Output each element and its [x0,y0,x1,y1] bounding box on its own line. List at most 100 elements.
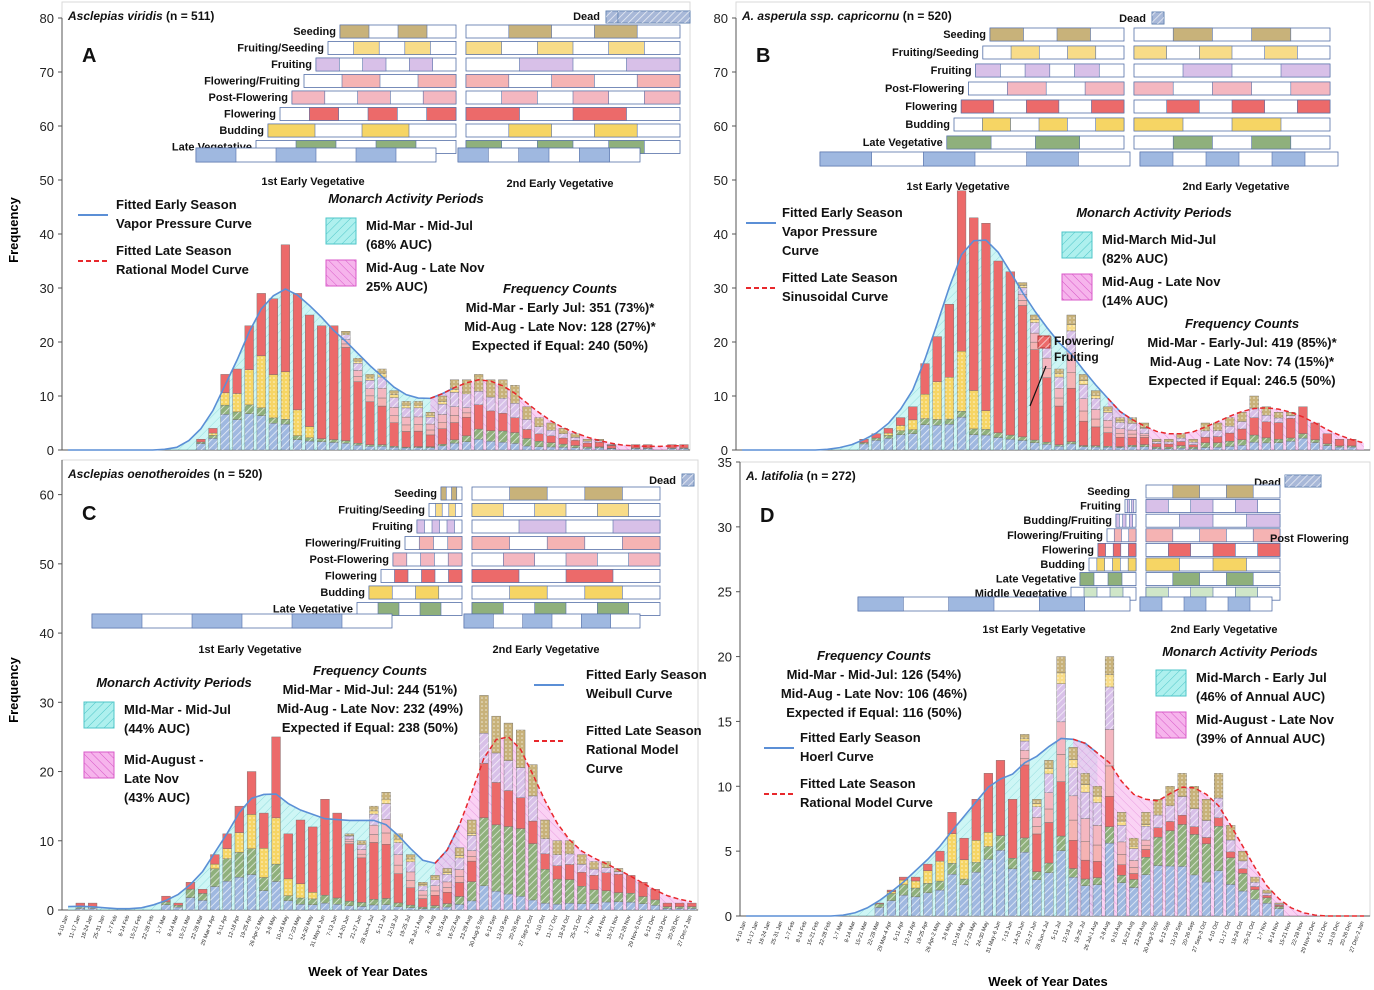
phenology-segment-fruiting [1280,63,1331,78]
bar-segment-hatch [540,903,550,910]
phenology-segment-seeding [1251,27,1292,42]
x-tick-label: 2-8 Aug [425,915,437,935]
bar-segment-hatch [1310,442,1320,450]
early-veg-segment [195,147,237,163]
bar-segment-flowering [510,417,520,433]
bar-segment-flowering [1091,426,1101,447]
bar-week-51 [679,444,689,451]
bar-segment-hatch [491,824,501,892]
phenology-row-label: Fruiting/Seeding [892,47,979,59]
bar-segment-post_flowering [381,819,391,834]
bar-segment-hatch [1274,442,1283,450]
bar-segment-dots [425,415,435,418]
bar-segment-hatch [296,904,305,910]
bar-segment-flowering [546,435,556,443]
bar-segment-hatch [650,905,660,910]
phenology-segment-flowering_fruiting [1252,528,1281,543]
dead-box-hatch [1285,475,1321,487]
bar-segment-hatch [1262,903,1272,916]
bar-segment-post_flowering [1092,825,1102,846]
activity-late-label: Late Nov [124,771,180,786]
bar-segment-hatch [1032,806,1042,818]
bar-segment-hatch [1322,445,1332,450]
phenology-segment-fruiting [1115,513,1120,528]
bar-segment-flowering [675,902,685,907]
species-name: A. asperula ssp. capricornu [741,9,900,23]
bar-segment-flowering [528,820,538,844]
bar-segment-hatch [413,446,423,448]
frequency-count-line: Expected if Equal: 240 (50%) [472,338,648,353]
bar-segment-dots [406,858,415,862]
bar-segment-post_flowering [1068,795,1078,821]
x-tick-label: 5-11 Apr [216,914,229,935]
bar-segment-hatch [1165,865,1175,916]
phenology-segment-post_flowering [1133,81,1174,96]
bar-segment-hatch [1262,893,1272,896]
bar-segment-hatch [357,906,367,910]
phenology-row-label: Budding/Fruiting [1023,515,1112,527]
phenology-segment-fruiting_seeding [597,503,629,517]
bar-segment-post_flowering [467,850,477,857]
bar-segment-dots [401,405,411,408]
bar-segment-dots [1238,851,1248,861]
bar-week-1 [75,902,85,911]
late-season-curve [434,736,693,903]
bar-segment-dots [1176,433,1186,439]
bar-segment-hatch [1079,445,1088,447]
bar-segment-flowering [430,895,440,906]
phenology-segment-post_flowering [565,552,598,567]
bar-week-24 [1032,799,1042,917]
bar-segment-hatch [1079,384,1088,399]
phenology-segment-post_flowering [422,90,457,105]
bar-segment-post_flowering [1127,429,1137,435]
phenology-segment-fruiting [975,63,1001,78]
phenology-segment-flowering [565,569,614,583]
bar-segment-flowering [552,865,562,880]
bar-segment-hatch [1129,887,1139,916]
bar-week-45 [613,868,624,911]
bar-segment-flowering [1225,432,1235,442]
x-tick-label: 3-9 May [941,920,954,941]
bar-segment-dots [1188,439,1198,443]
bar-week-15 [246,771,257,911]
bar-segment-hatch [442,903,452,907]
phenology-segment-seeding [594,24,638,39]
bar-week-21 [320,799,330,911]
bar-segment-dots [959,859,969,880]
bar-segment-hatch [1213,447,1222,450]
phenology-segment-fruiting [1145,499,1169,513]
bar-week-16 [259,812,269,911]
bar-segment-hatch [281,424,290,450]
bar-segment-flowering [308,826,318,893]
bar-segment-dots [491,716,501,753]
bar-segment-dots [377,369,387,374]
bar-week-40 [552,840,562,911]
bar-segment-post_flowering [1139,433,1150,436]
bar-segment-flowering [956,190,967,352]
bar-segment-flowering_fruiting [462,412,472,418]
y-tick-label: 15 [718,714,732,729]
bar-segment-hatch [196,442,206,444]
bar-segment-hatch [1237,445,1247,450]
bar-segment-hatch [1201,430,1210,438]
bar-segment-hatch [1044,773,1054,793]
bar-segment-post_flowering [1141,839,1151,846]
bar-segment-hatch [232,411,242,420]
bar-segment-hatch [365,444,375,447]
y-tick-label: 50 [40,173,54,188]
bar-segment-hatch [947,874,957,916]
bar-segment-hatch [430,879,440,886]
bar-segment-dots [308,892,318,899]
early-veg-segment [1039,596,1085,612]
bar-segment-dots [1214,773,1223,799]
bar-week-19 [971,799,981,917]
bar-segment-flowering [442,892,452,904]
bar-segment-flowering [944,304,954,378]
bar-segment-hatch [442,874,452,882]
bar-segment-post_flowering [405,871,416,881]
bar-segment-flowering [1044,822,1054,864]
phenology-row-label: Late Vegetative [273,604,353,616]
bar-week-41 [1237,412,1247,451]
bar-segment-dots [1189,786,1199,809]
bar-segment-post_flowering [1020,750,1030,759]
